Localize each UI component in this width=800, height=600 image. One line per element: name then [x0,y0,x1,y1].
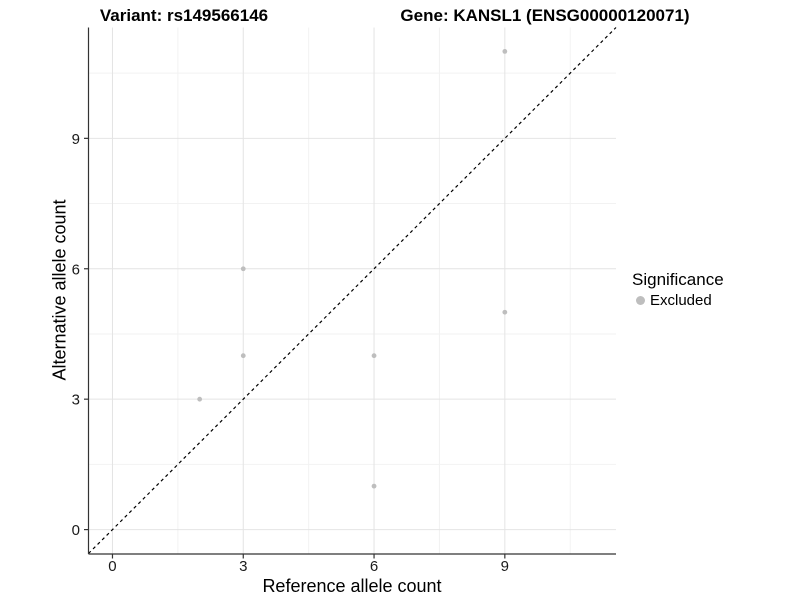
data-point [240,353,246,359]
plot-title-variant: Variant: rs149566146 [99,6,269,25]
legend: Significance Excluded [632,270,724,309]
x-axis-tick-label: 3 [239,558,247,575]
data-point [371,483,377,489]
y-axis-tick-label: 3 [72,392,80,409]
identity-dashed-line [88,27,617,554]
legend-point-icon [636,296,645,305]
data-point [240,266,246,272]
x-axis-tick-label: 9 [501,558,509,575]
x-axis-tick-label: 0 [108,558,116,575]
y-axis-tick-label: 9 [72,131,80,148]
legend-title: Significance [632,270,724,289]
legend-item-excluded: Excluded [632,292,724,309]
data-point [371,353,377,359]
data-point [502,49,508,54]
x-axis-tick-label: 6 [370,558,378,575]
y-axis-title: Alternative allele count [49,199,70,381]
y-axis-tick-label: 6 [72,261,80,278]
legend-item-label: Excluded [650,292,712,309]
x-axis-title: Reference allele count [262,576,442,596]
y-axis-tick-label: 0 [72,522,80,539]
data-point [502,309,508,315]
data-point [197,396,203,402]
plot-title-gene: Gene: KANSL1 (ENSG00000120071) [400,6,690,25]
